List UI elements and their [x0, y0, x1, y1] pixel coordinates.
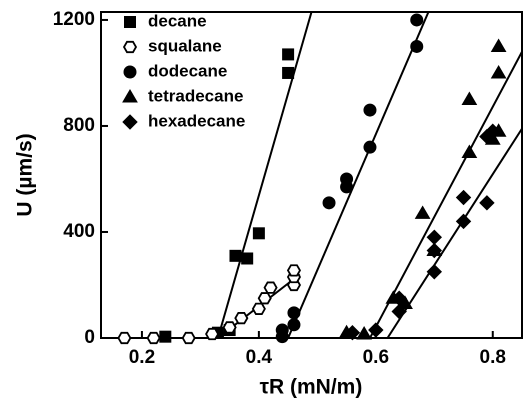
data-point [286, 264, 301, 277]
data-point [287, 318, 301, 332]
data-point [455, 213, 472, 230]
y-tick-label: 1200 [53, 9, 95, 30]
x-tick-label: 0.8 [480, 347, 506, 368]
x-tick-label: 0.2 [129, 347, 155, 368]
legend-label: dodecane [148, 61, 227, 80]
y-tick-label: 400 [63, 221, 95, 242]
data-point [275, 323, 289, 337]
legend-marker [122, 40, 138, 54]
data-point [410, 39, 424, 53]
data-point [479, 195, 495, 211]
data-point [159, 330, 172, 343]
data-point [287, 306, 301, 320]
fit-line [369, 51, 522, 338]
legend-label: tetradecane [148, 86, 243, 105]
x-axis-label: τR (mN/m) [260, 376, 363, 399]
fit-line [287, 12, 430, 338]
data-point [461, 144, 478, 158]
data-point [251, 302, 266, 315]
data-point [414, 205, 431, 219]
legend-label: squalane [148, 36, 222, 55]
data-point [263, 281, 278, 294]
data-point [363, 103, 377, 117]
data-point [455, 189, 472, 206]
data-point [485, 123, 501, 139]
data-point [181, 331, 196, 345]
data-point [241, 252, 254, 265]
fit-line [216, 12, 313, 338]
data-point [340, 172, 354, 186]
legend-marker [122, 89, 138, 103]
data-point [363, 140, 377, 154]
legend-marker [123, 65, 137, 79]
x-tick-label: 0.4 [246, 347, 273, 368]
data-point [391, 290, 407, 306]
data-point [391, 303, 407, 320]
y-tick-label: 0 [84, 327, 95, 348]
y-tick-label: 800 [63, 115, 95, 136]
data-point [356, 326, 372, 340]
data-point [282, 66, 295, 79]
legend-label: hexadecane [148, 111, 245, 130]
data-point [282, 48, 295, 61]
y-axis-label: U (µm/s) [14, 133, 37, 216]
data-point [205, 327, 220, 341]
fit-line [386, 128, 522, 338]
data-point [229, 249, 242, 262]
data-point [368, 322, 384, 338]
data-point [490, 38, 507, 52]
legend-marker [122, 114, 138, 130]
legend-label: decane [148, 11, 207, 30]
data-point [117, 331, 132, 345]
data-point [461, 91, 478, 105]
data-point [234, 312, 249, 325]
data-point [257, 292, 272, 305]
data-point [322, 196, 336, 210]
data-point [426, 264, 442, 280]
data-point [222, 321, 237, 334]
legend-marker [124, 16, 136, 28]
data-point [410, 13, 424, 27]
data-point [344, 324, 361, 341]
data-point [490, 64, 507, 79]
x-tick-label: 0.6 [363, 347, 389, 368]
data-point [146, 331, 161, 345]
data-point [426, 229, 442, 245]
data-point [252, 227, 265, 240]
data-point [426, 242, 442, 259]
